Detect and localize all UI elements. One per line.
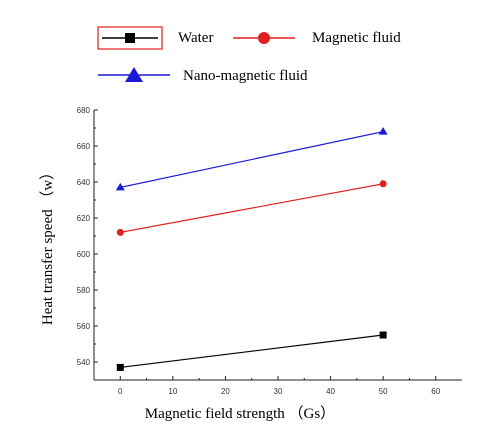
x-tick-label: 50 (379, 387, 388, 396)
legend-marker-nano-magnetic-fluid (125, 67, 143, 82)
series-layer (115, 127, 388, 371)
x-tick-label: 60 (431, 387, 440, 396)
series-line-magnetic-fluid (120, 183, 384, 233)
x-tick-label: 30 (274, 387, 283, 396)
data-point-magnetic-fluid (379, 180, 387, 188)
data-point-water (116, 363, 124, 371)
legend: Water Magnetic fluid Nano-magnetic fluid (97, 26, 401, 84)
y-tick-label: 600 (77, 250, 91, 259)
y-tick-label: 580 (77, 286, 91, 295)
x-tick-label: 40 (326, 387, 335, 396)
y-axis-label: Heat transfer speed （w） (39, 165, 56, 325)
y-tick-label: 660 (77, 142, 91, 151)
x-tick-label: 20 (221, 387, 230, 396)
legend-marker-water (125, 33, 135, 43)
legend-label-water: Water (178, 30, 213, 46)
data-point-water (379, 331, 387, 339)
legend-entry-water: Water (102, 30, 213, 46)
series-line-water (120, 334, 384, 368)
legend-entry-magnetic-fluid: Magnetic fluid (233, 30, 401, 46)
y-axis-ticks: 540 560 580 600 620 640 660 680 (77, 106, 98, 367)
series-line-nano-magnetic-fluid (120, 131, 384, 188)
legend-highlight-box (97, 26, 163, 50)
data-point-magnetic-fluid (116, 228, 124, 236)
y-tick-label: 620 (77, 214, 91, 223)
x-tick-label: 0 (118, 387, 123, 396)
legend-marker-magnetic-fluid (258, 32, 270, 44)
x-tick-label: 10 (168, 387, 177, 396)
x-axis-label: Magnetic field strength （Gs） (145, 405, 335, 422)
legend-label-nano-magnetic-fluid: Nano-magnetic fluid (183, 68, 308, 84)
y-tick-label: 680 (77, 106, 91, 115)
y-tick-label: 560 (77, 322, 91, 331)
y-tick-label: 540 (77, 358, 91, 367)
legend-label-magnetic-fluid: Magnetic fluid (312, 30, 401, 46)
data-point-nano-magnetic-fluid (115, 182, 125, 191)
legend-entry-nano-magnetic-fluid: Nano-magnetic fluid (98, 67, 308, 84)
y-tick-label: 640 (77, 178, 91, 187)
x-axis-ticks: 0 10 20 30 40 50 60 (118, 376, 441, 396)
data-point-nano-magnetic-fluid (378, 127, 388, 135)
